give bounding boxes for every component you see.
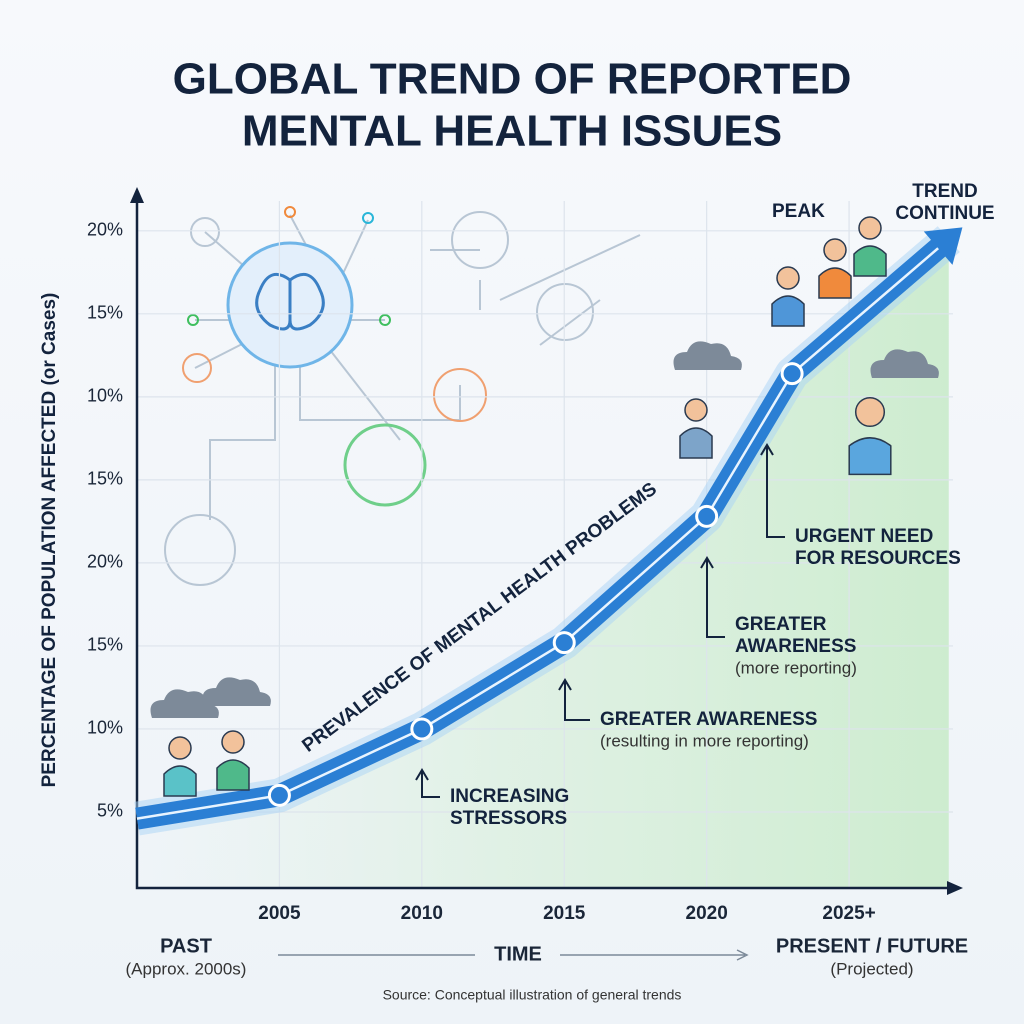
node-dot — [362, 212, 374, 224]
node-icon — [343, 423, 427, 507]
y-tick-label: 15% — [87, 303, 123, 323]
node-icon — [182, 353, 212, 383]
node-icon — [536, 283, 594, 341]
person-body — [679, 427, 713, 459]
x-axis-end-sub: (Projected) — [830, 959, 913, 978]
y-tick-label: 10% — [87, 386, 123, 406]
axis-arrow — [130, 187, 144, 203]
time-arrow — [278, 949, 749, 961]
annotation-text: GREATER AWARENESS — [600, 709, 817, 730]
cloud — [202, 677, 271, 706]
y-tick-label: 10% — [87, 718, 123, 738]
annotation-text: URGENT NEED — [795, 526, 933, 547]
person-head — [776, 266, 800, 290]
person-body — [163, 765, 197, 797]
x-tick-label: 2005 — [258, 903, 301, 924]
cloud — [150, 689, 219, 718]
y-axis-label: PERCENTAGE OF POPULATION AFFECTED (or Ca… — [39, 293, 60, 788]
annotation-text: STRESSORS — [450, 808, 567, 829]
title-line: MENTAL HEALTH ISSUES — [242, 107, 782, 156]
person-body — [818, 267, 852, 299]
x-axis-label: TIME — [494, 943, 542, 965]
person-head — [168, 736, 192, 760]
node-dot — [284, 206, 296, 218]
person-body — [853, 245, 887, 277]
x-axis-end: PRESENT / FUTURE — [776, 935, 968, 957]
annotation-text: GREATER — [735, 614, 827, 635]
annotation-arrow — [700, 556, 725, 638]
annotation-subtext: (resulting in more reporting) — [600, 731, 809, 750]
title-line: GLOBAL TREND OF REPORTED — [173, 55, 852, 104]
person-body — [848, 437, 892, 476]
x-tick-label: 2025+ — [822, 903, 875, 924]
annotation-text: FOR RESOURCES — [795, 548, 961, 569]
annotation-arrow — [558, 678, 590, 721]
node-icon — [451, 211, 509, 269]
node-icon — [190, 217, 220, 247]
line-arrowhead — [923, 227, 963, 265]
source: Source: Conceptual illustration of gener… — [383, 987, 682, 1003]
person-body — [216, 759, 250, 791]
person-body — [771, 295, 805, 327]
axis-arrow — [947, 881, 963, 895]
annotation-text: TREND — [912, 181, 977, 202]
annotation-arrow — [415, 768, 440, 798]
person-head — [823, 238, 847, 262]
person-head — [221, 730, 245, 754]
node-icon — [164, 514, 236, 586]
annotation-text: PEAK — [772, 201, 825, 222]
annotation-subtext: (more reporting) — [735, 658, 857, 677]
y-tick-label: 15% — [87, 635, 123, 655]
node-dot — [379, 314, 391, 326]
cloud — [673, 341, 742, 370]
point-marker — [552, 631, 576, 655]
y-tick-label: 20% — [87, 220, 123, 240]
y-tick-label: 15% — [87, 469, 123, 489]
point-marker — [410, 717, 434, 741]
x-tick-label: 2020 — [686, 903, 728, 924]
annotation-arrow — [760, 443, 785, 538]
person-head — [684, 398, 708, 422]
y-tick-label: 20% — [87, 552, 123, 572]
x-axis-start: PAST — [160, 935, 212, 957]
annotation-text: CONTINUE — [895, 203, 994, 224]
x-tick-label: 2010 — [401, 903, 443, 924]
point-marker — [267, 783, 291, 807]
person-head — [854, 396, 886, 428]
area-shade — [137, 239, 949, 888]
axes — [135, 191, 955, 890]
cloud — [870, 349, 939, 378]
node-dot — [187, 314, 199, 326]
y-tick-label: 5% — [97, 801, 123, 821]
node-icon — [433, 368, 487, 422]
x-tick-label: 2015 — [543, 903, 586, 924]
point-marker — [695, 504, 719, 528]
x-axis-start-sub: (Approx. 2000s) — [126, 959, 247, 978]
person-head — [858, 216, 882, 240]
annotation-text: AWARENESS — [735, 636, 856, 657]
annotation-text: INCREASING — [450, 786, 569, 807]
point-marker — [780, 362, 804, 386]
